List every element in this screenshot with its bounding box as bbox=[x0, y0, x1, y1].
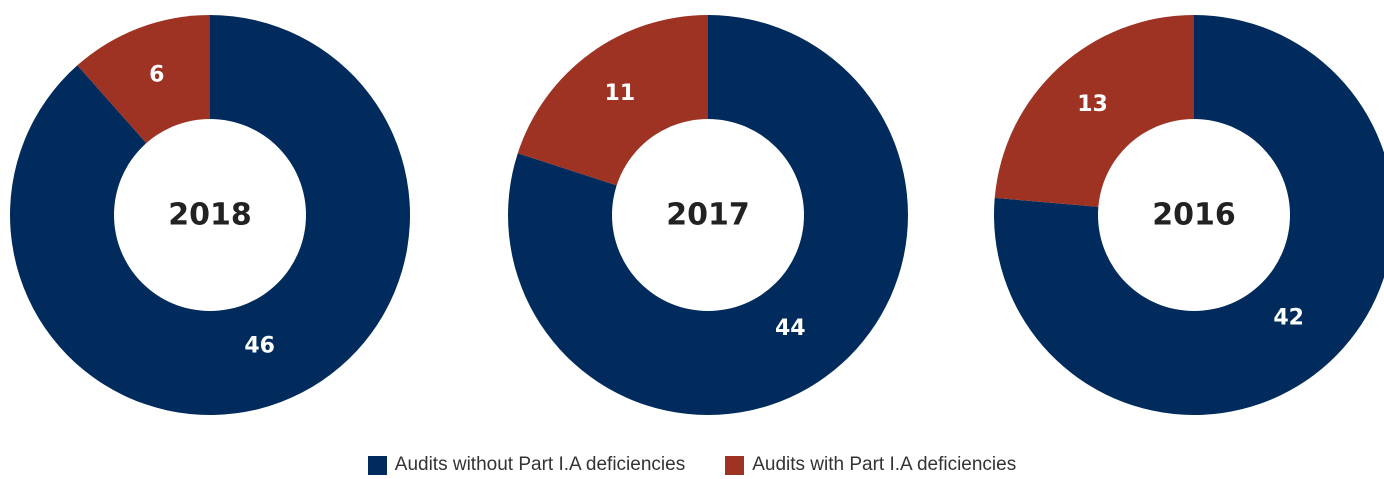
charts-canvas: 46 6 2018 44 11 2017 42 13 2016 bbox=[10, 14, 1384, 415]
legend-label-with: Audits with Part I.A deficiencies bbox=[752, 454, 1017, 475]
center-label-2018: 2018 bbox=[168, 198, 252, 233]
donut-chart-2016: 42 13 2016 bbox=[994, 15, 1384, 415]
donut-hole-2017 bbox=[612, 119, 804, 311]
data-label-with-2017: 11 bbox=[605, 81, 636, 106]
data-label-with-2016: 13 bbox=[1077, 92, 1108, 117]
data-label-without-2016: 42 bbox=[1273, 306, 1304, 331]
legend-item-with: Audits with Part I.A deficiencies bbox=[725, 454, 1016, 476]
legend-label-without: Audits without Part I.A deficiencies bbox=[394, 454, 686, 475]
legend: Audits without Part I.A deficiencies Aud… bbox=[0, 452, 1384, 478]
donut-hole-2016 bbox=[1098, 119, 1290, 311]
data-label-with-2018: 6 bbox=[149, 62, 164, 87]
legend-swatch-with bbox=[725, 455, 745, 475]
donut-chart-2018: 46 6 2018 bbox=[10, 15, 411, 415]
legend-swatch-without bbox=[367, 455, 387, 475]
donut-hole-2018 bbox=[114, 119, 306, 311]
data-label-without-2018: 46 bbox=[244, 333, 275, 358]
data-label-without-2017: 44 bbox=[775, 316, 806, 341]
legend-item-without: Audits without Part I.A deficiencies bbox=[367, 454, 686, 476]
center-label-2017: 2017 bbox=[666, 198, 750, 233]
donut-chart-2017: 44 11 2017 bbox=[508, 14, 909, 415]
center-label-2016: 2016 bbox=[1152, 198, 1236, 233]
